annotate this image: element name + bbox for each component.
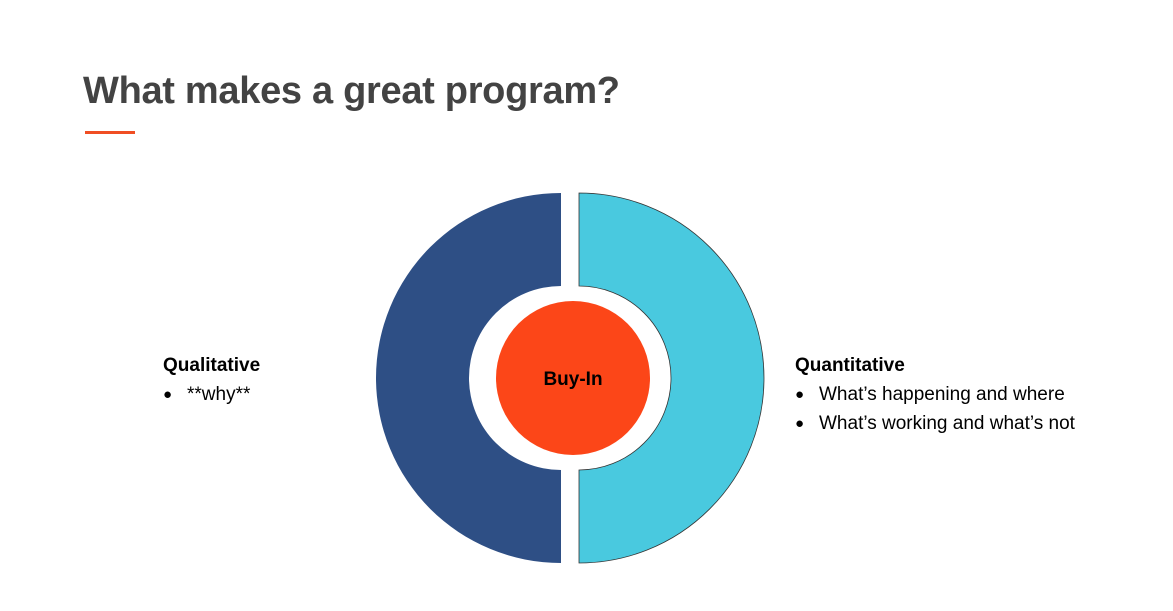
qualitative-list: **why**: [163, 380, 363, 409]
bullet-item: **why**: [163, 380, 363, 409]
center-circle: [496, 301, 650, 455]
quantitative-list: What’s happening and whereWhat’s working…: [795, 380, 1095, 438]
qualitative-block: Qualitative **why**: [163, 351, 363, 409]
title-underline: [85, 131, 135, 134]
quantitative-block: Quantitative What’s happening and whereW…: [795, 351, 1095, 438]
qualitative-heading: Qualitative: [163, 355, 261, 376]
quantitative-heading: Quantitative: [795, 355, 905, 376]
bullet-item: What’s happening and where: [795, 380, 1095, 409]
center-label: Buy-In: [543, 369, 602, 390]
bullet-item: What’s working and what’s not: [795, 409, 1095, 438]
slide-title: What makes a great program?: [83, 70, 620, 112]
quantitative-half: [578, 192, 765, 564]
qualitative-half: [376, 193, 561, 563]
